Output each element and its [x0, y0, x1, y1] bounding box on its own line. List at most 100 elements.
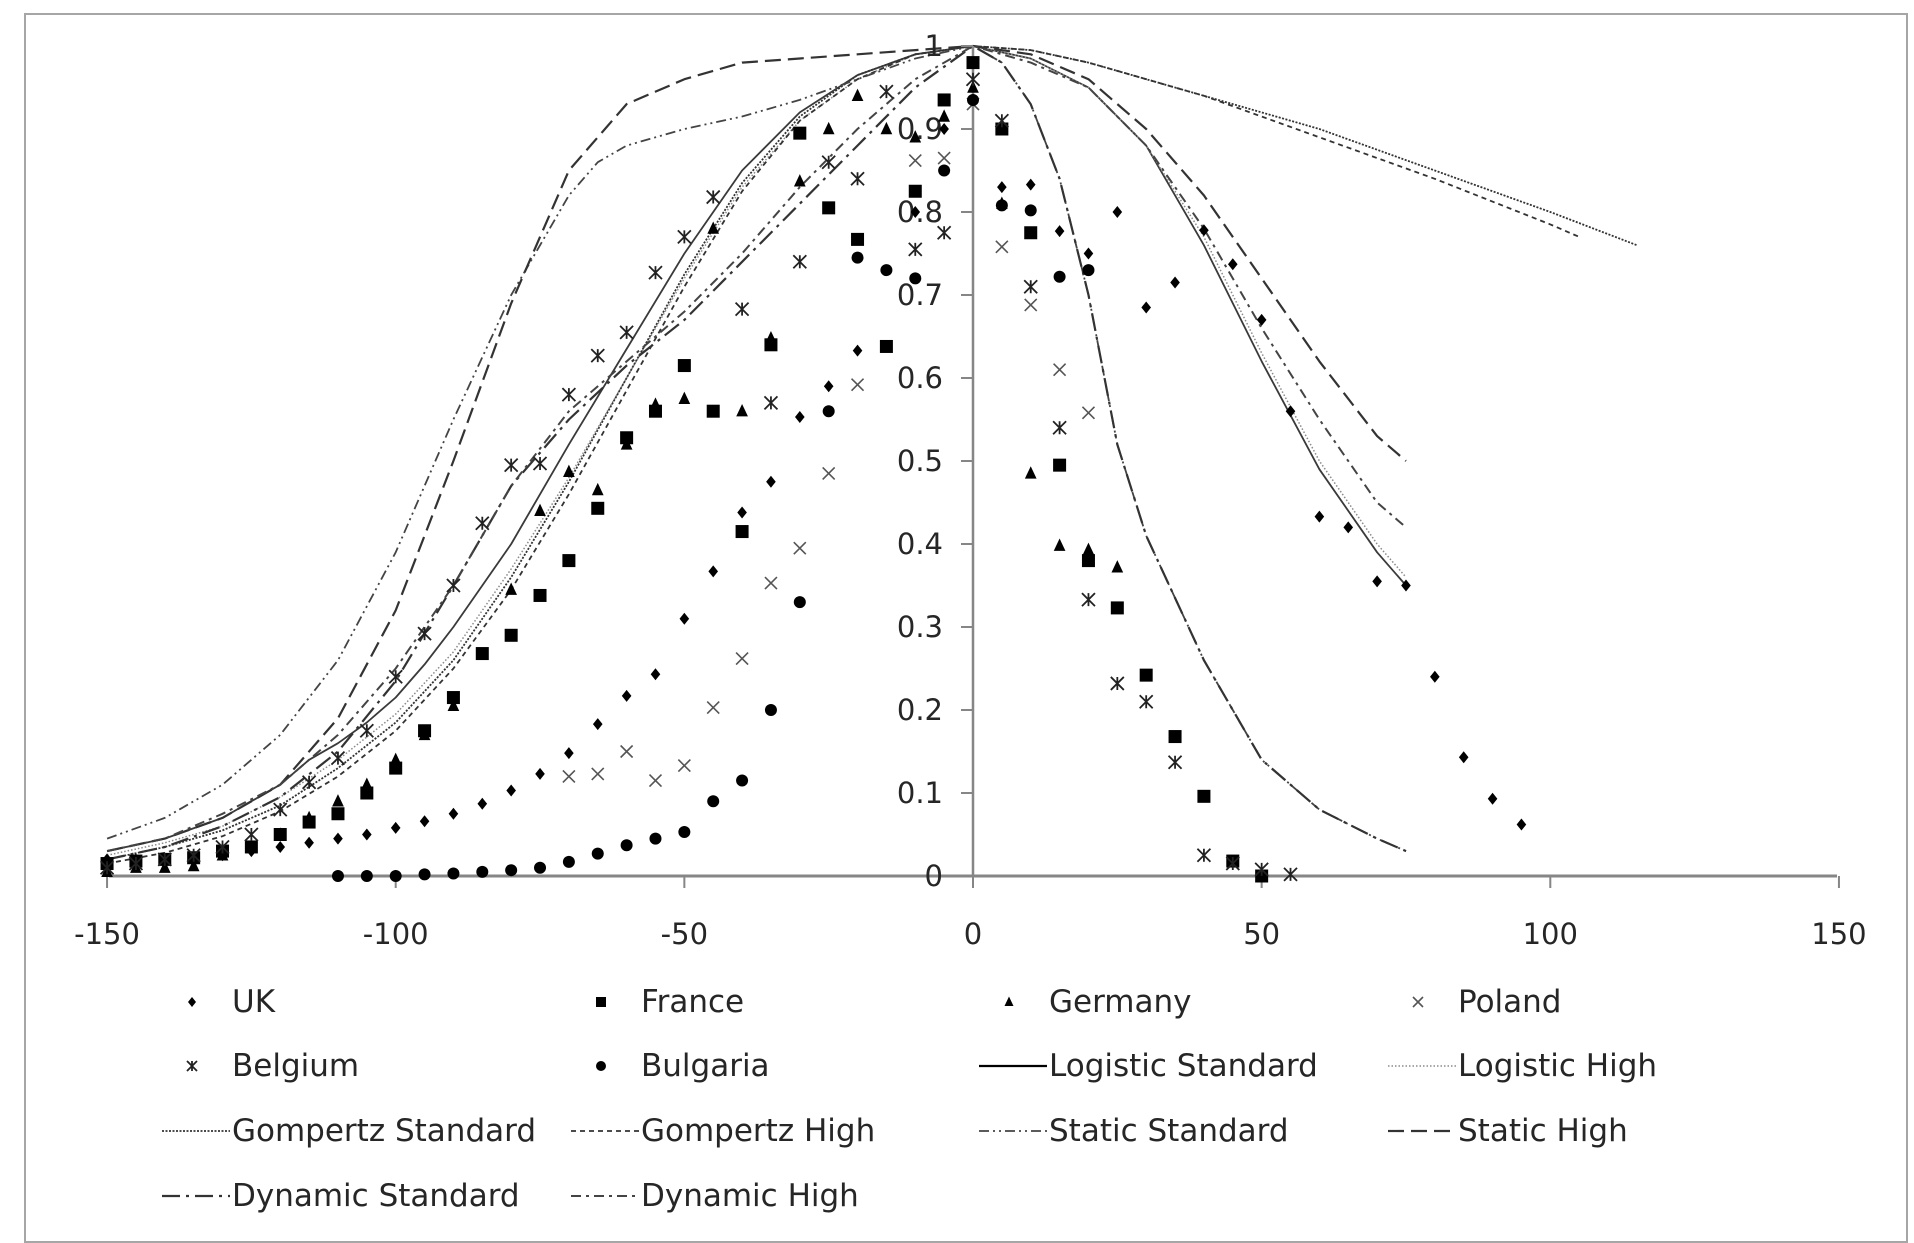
legend-item-gompertz-standard: Gompertz Standard: [160, 1111, 536, 1151]
circle-marker: [331, 870, 344, 882]
x-marker: [995, 240, 1009, 254]
square-marker: [1139, 668, 1153, 682]
circle-marker: [447, 867, 460, 880]
diamond-marker-icon: [160, 982, 232, 1022]
asterisk-marker: [936, 225, 952, 240]
triangle-marker-icon: [977, 982, 1049, 1022]
y-tick-label: 0.5: [897, 444, 943, 478]
asterisk-marker: [965, 72, 981, 87]
x-marker: [908, 153, 922, 168]
circle-marker: [995, 199, 1008, 212]
legend-label: Dynamic High: [641, 1178, 859, 1214]
diamond-marker: [1170, 276, 1180, 289]
triangle-marker: [736, 404, 748, 417]
triangle-marker: [938, 109, 950, 122]
legend-label: Poland: [1458, 984, 1562, 1020]
diamond-marker: [1401, 579, 1411, 592]
legend-item-logistic-high: Logistic High: [1386, 1046, 1657, 1086]
diamond-marker: [737, 506, 747, 519]
asterisk-marker: [1283, 867, 1298, 882]
y-tick-label: 0.3: [897, 610, 943, 644]
asterisk-marker: [821, 155, 836, 170]
triangle-marker: [158, 860, 171, 873]
square-marker: [822, 201, 836, 215]
triangle-marker: [880, 121, 893, 135]
x-marker: [648, 773, 663, 788]
diamond-marker: [910, 206, 921, 218]
asterisk-marker: [128, 856, 144, 871]
diamond-marker: [1227, 258, 1238, 271]
triangle-marker: [591, 482, 604, 496]
square-marker: [735, 525, 749, 539]
asterisk-marker: [504, 458, 519, 473]
triangle-marker: [765, 331, 777, 344]
legend-label: Bulgaria: [641, 1048, 770, 1084]
uk-series: [102, 123, 1527, 866]
circle-marker: [909, 272, 922, 285]
diamond-marker: [1458, 751, 1469, 764]
diamond-marker: [1256, 313, 1267, 326]
france-series: [100, 56, 1269, 883]
diamond-marker: [1430, 670, 1440, 683]
diamond-marker: [362, 828, 372, 841]
diamond-marker: [1343, 521, 1354, 534]
y-tick-label: 0.2: [897, 693, 943, 727]
x-tick-label: 50: [1243, 917, 1280, 951]
square-marker: [706, 404, 720, 418]
legend-label: Logistic High: [1458, 1048, 1658, 1084]
triangle-marker: [678, 391, 691, 404]
diamond-marker: [506, 784, 516, 797]
y-tick-label: 0.4: [897, 527, 943, 561]
x-marker: [850, 378, 865, 392]
triangle-marker: [851, 88, 864, 101]
x-tick-label: 150: [1811, 917, 1866, 951]
triangle-marker: [793, 174, 806, 187]
circle-marker: [476, 865, 489, 878]
legend-label: Static Standard: [1049, 1113, 1289, 1149]
circle-marker: [649, 832, 662, 845]
diamond-marker: [939, 123, 949, 135]
legend-label: Dynamic Standard: [232, 1178, 520, 1214]
circle-marker: [1024, 204, 1037, 217]
logistic-high-line: [106, 45, 1407, 857]
diamond-marker: [650, 668, 661, 681]
bulgaria-series: [331, 93, 1095, 882]
diamond-marker: [1025, 178, 1036, 191]
y-tick-label: 0.1: [897, 776, 943, 810]
x-tick-label: -50: [661, 917, 708, 951]
asterisk-marker: [1110, 676, 1125, 691]
x-marker-icon: [1386, 982, 1458, 1022]
triangle-marker: [563, 464, 575, 477]
triangle-marker: [822, 121, 835, 135]
legend-label: Static High: [1458, 1113, 1628, 1149]
circle-marker: [418, 868, 431, 881]
circle-marker: [707, 795, 720, 808]
x-marker: [591, 767, 605, 781]
asterisk-marker: [1023, 279, 1038, 294]
circle-marker: [822, 405, 835, 418]
circle-marker: [620, 839, 633, 852]
asterisk-marker: [1052, 420, 1067, 435]
legend-item-belgium: Belgium: [160, 1046, 359, 1086]
asterisk-marker: [475, 516, 490, 531]
square-marker: [1168, 730, 1182, 744]
asterisk-marker: [994, 113, 1009, 128]
square-marker: [908, 184, 922, 198]
x-marker: [1081, 406, 1096, 420]
dynamic-high-line: [106, 45, 1407, 853]
legend-item-static-standard: Static Standard: [977, 1111, 1289, 1151]
asterisk-marker: [763, 395, 779, 411]
diamond-marker: [1112, 206, 1123, 218]
legend-label: France: [641, 984, 745, 1020]
asterisk-marker: [1081, 592, 1096, 607]
diamond-marker: [621, 689, 632, 702]
triangle-marker: [1024, 466, 1037, 479]
dash-dot-line-icon: [569, 1176, 641, 1216]
static-standard-line: [106, 45, 1407, 852]
asterisk-marker: [388, 669, 403, 684]
solid-line-icon: [977, 1046, 1049, 1086]
x-tick-label: -150: [74, 917, 140, 951]
triangle-marker: [620, 437, 633, 450]
fine-dot-line-icon: [160, 1111, 232, 1151]
